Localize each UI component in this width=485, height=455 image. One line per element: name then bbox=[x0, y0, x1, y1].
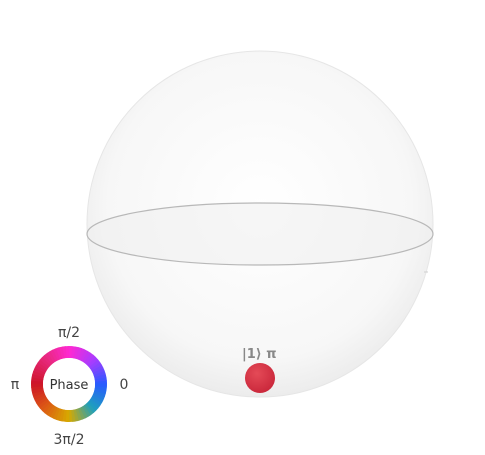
phase-ring-segment bbox=[91, 364, 104, 374]
phase-ring-segment bbox=[58, 346, 65, 359]
phase-ring-segment bbox=[70, 346, 76, 359]
phase-ring-segment bbox=[85, 354, 96, 366]
phase-ring-segment bbox=[31, 377, 44, 383]
phase-ring-segment bbox=[33, 367, 46, 376]
phase-ring-segment bbox=[94, 385, 107, 391]
phase-ring-segment bbox=[65, 409, 70, 423]
phase-ring-segment bbox=[93, 370, 106, 378]
phase-ring-segment bbox=[92, 392, 105, 401]
phase-ring-segment bbox=[88, 359, 101, 370]
phase-ring-segment bbox=[77, 407, 86, 420]
phase-ring-segment bbox=[32, 371, 45, 378]
phase-ring-segment bbox=[73, 409, 80, 422]
phase-ring-segment bbox=[31, 388, 44, 395]
phase-ring-segment bbox=[42, 402, 53, 414]
phase-ring-segment bbox=[55, 347, 63, 360]
phase-ring-segment bbox=[49, 349, 59, 362]
phase-label-bottom: 3π/2 bbox=[54, 432, 85, 448]
phase-ring-segment bbox=[91, 394, 104, 403]
phase-ring-segment bbox=[94, 373, 107, 380]
phase-ring-segment bbox=[37, 359, 50, 370]
phase-ring-segment bbox=[34, 365, 47, 374]
phase-ring-segment bbox=[83, 352, 94, 365]
phase-ring-segment bbox=[50, 406, 59, 419]
phase-ring-segment bbox=[35, 362, 48, 372]
phase-ring-segment bbox=[83, 403, 94, 416]
phase-ring-segment bbox=[94, 383, 107, 388]
phase-ring-segment bbox=[44, 403, 55, 416]
phase-wheel-inner bbox=[43, 358, 95, 410]
phase-ring-segment bbox=[32, 390, 45, 398]
phase-ring-segment bbox=[52, 348, 61, 361]
state-label: |1⟩ π bbox=[242, 347, 277, 362]
phase-ring-segment bbox=[90, 396, 103, 406]
phase-ring-segment bbox=[44, 352, 55, 365]
phase-ring-segment bbox=[94, 376, 107, 382]
phase-ring-segment bbox=[56, 408, 63, 421]
phase-ring-segment bbox=[34, 394, 47, 404]
phase-label-top: π/2 bbox=[58, 325, 80, 341]
phase-ring-segment bbox=[85, 402, 97, 414]
phase-ring-segment bbox=[93, 390, 106, 397]
phase-ring-segment bbox=[30, 380, 44, 385]
phase-ring-segment bbox=[79, 406, 89, 419]
phase-ring-segment bbox=[92, 367, 105, 376]
phase-ring-segment bbox=[75, 408, 83, 421]
phase-ring-segment bbox=[52, 407, 61, 420]
phase-ring-segment bbox=[41, 354, 53, 366]
phase-ring-segment bbox=[33, 392, 46, 401]
phase-ring-segment bbox=[61, 346, 67, 359]
phase-ring-segment bbox=[81, 350, 91, 363]
phase-ring-segment bbox=[68, 346, 73, 359]
phase-label-left: π bbox=[11, 377, 20, 393]
phase-color-ring bbox=[30, 346, 107, 423]
phase-ring-segment bbox=[47, 405, 57, 418]
phase-center-label: Phase bbox=[50, 378, 89, 393]
phase-label-right: 0 bbox=[120, 377, 129, 393]
phase-ring-segment bbox=[37, 398, 50, 409]
phase-ring-segment bbox=[71, 409, 77, 422]
phase-ring-segment bbox=[36, 397, 48, 407]
phase-ring-segment bbox=[82, 405, 92, 417]
phase-ring-segment bbox=[39, 357, 51, 368]
phase-ring-segment bbox=[79, 349, 88, 362]
phase-ring-segment bbox=[87, 356, 99, 368]
phase-ring-segment bbox=[62, 409, 68, 422]
phase-ring-segment bbox=[77, 348, 86, 361]
phase-ring-segment bbox=[88, 398, 101, 409]
phase-ring-segment bbox=[90, 361, 102, 371]
phase-ring-segment bbox=[87, 400, 99, 411]
state-point[interactable] bbox=[245, 363, 275, 393]
phase-wheel: Phase π/2 π 0 3π/2 bbox=[11, 325, 129, 448]
phase-ring-segment bbox=[75, 347, 82, 360]
phase-ring-segment bbox=[31, 386, 44, 392]
phase-ring-segment bbox=[46, 351, 56, 363]
state-vector: |1⟩ π bbox=[242, 226, 277, 393]
phase-ring-segment bbox=[39, 400, 51, 412]
